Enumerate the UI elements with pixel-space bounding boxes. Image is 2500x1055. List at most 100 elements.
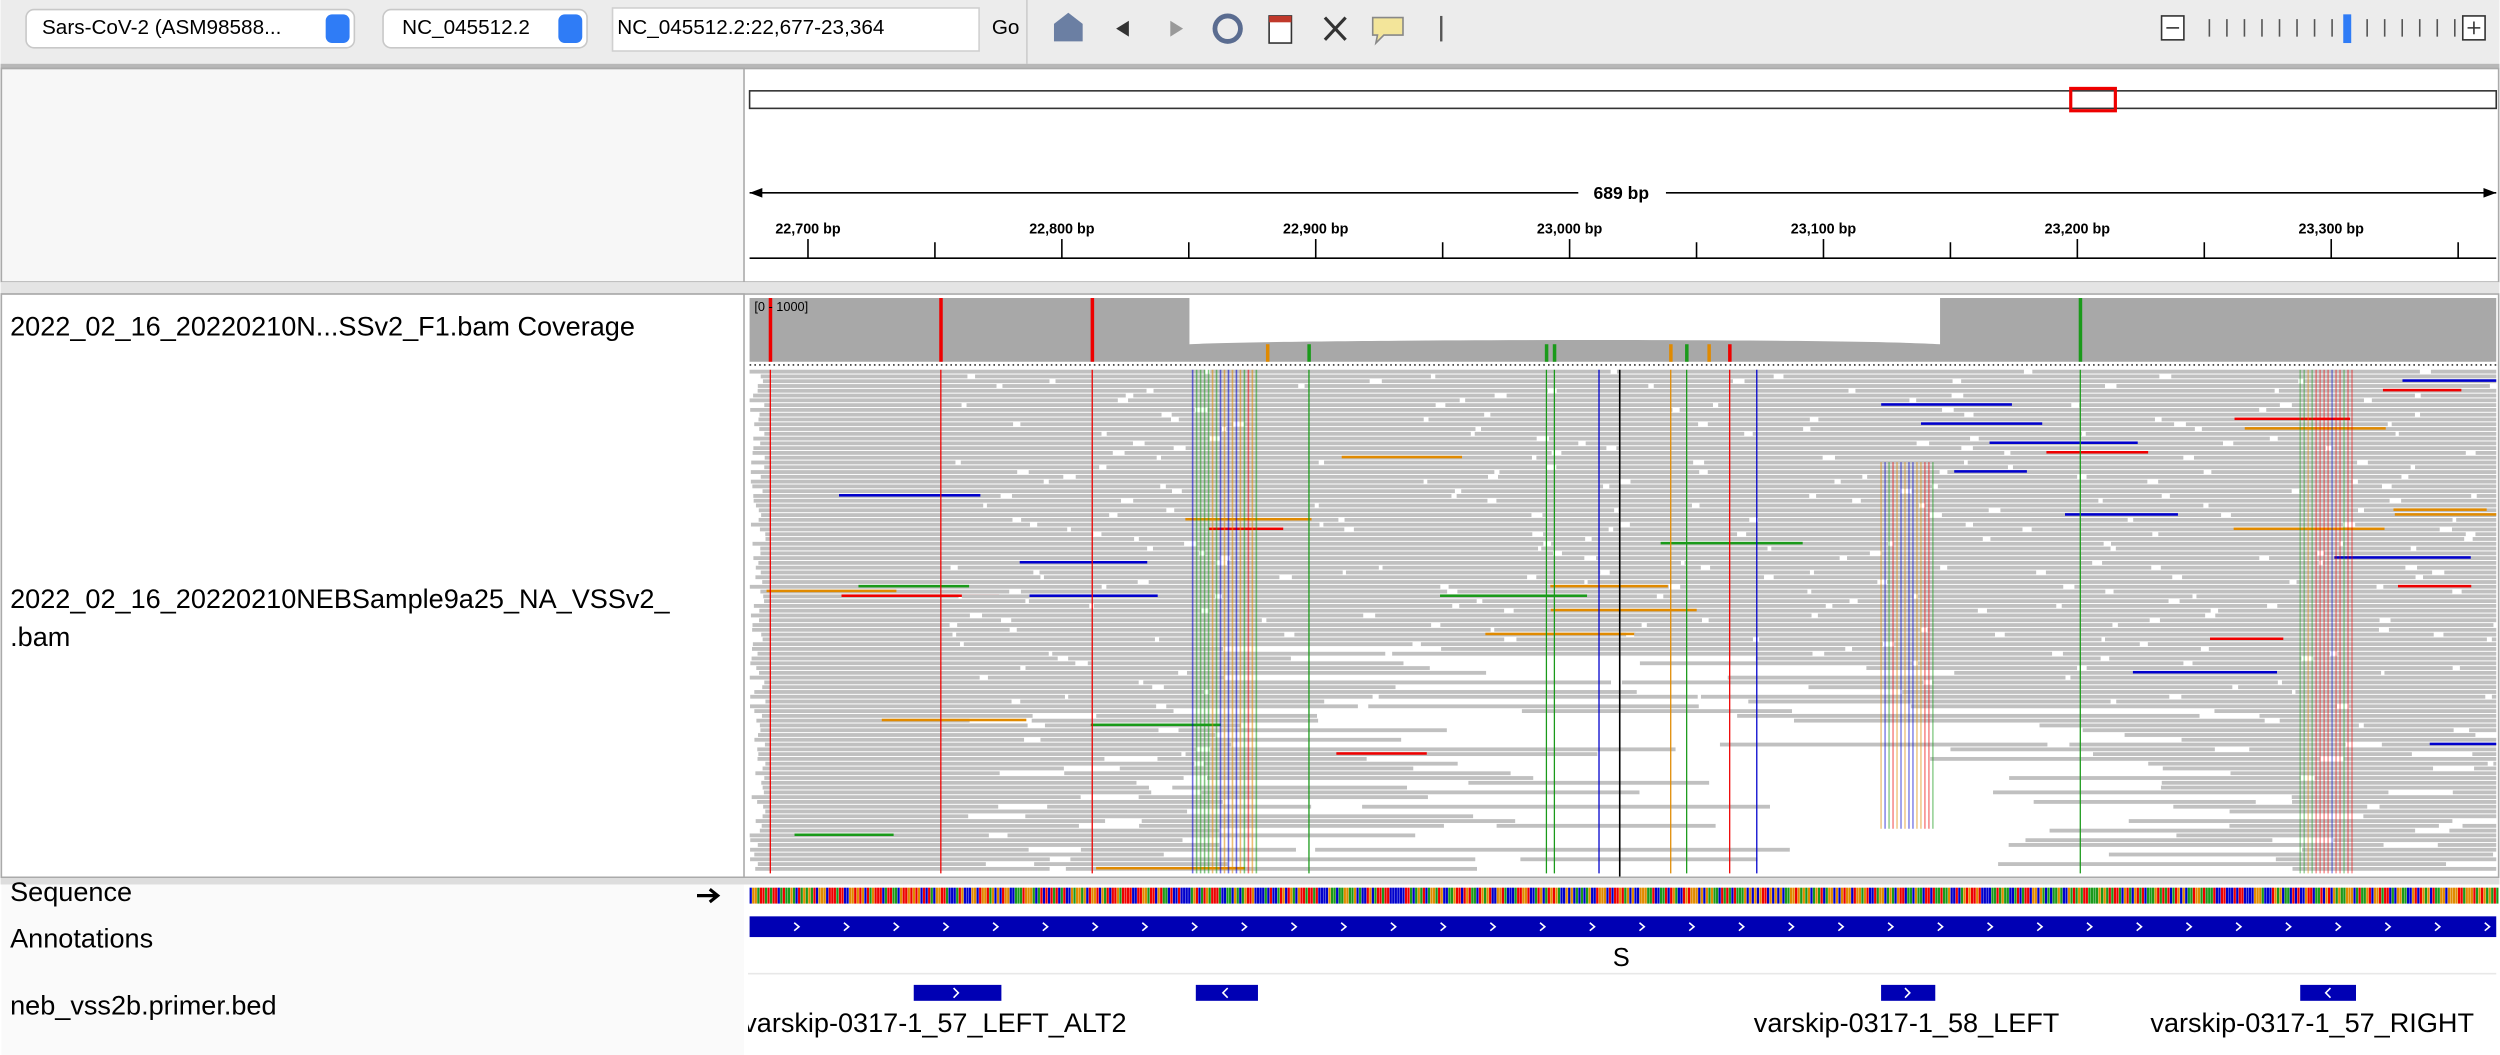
base xyxy=(1065,887,1069,904)
read xyxy=(2303,379,2497,384)
base xyxy=(1002,887,1005,904)
read xyxy=(1937,484,2382,489)
base xyxy=(2172,887,2175,904)
read xyxy=(1324,460,1694,465)
read xyxy=(1917,594,2193,599)
read xyxy=(1773,575,2173,580)
read xyxy=(1496,823,1716,828)
base xyxy=(2243,887,2247,904)
read-mismatch-run xyxy=(2393,508,2487,511)
read xyxy=(758,618,1002,623)
base xyxy=(1700,887,1703,904)
base xyxy=(1037,887,1040,904)
popup-icon[interactable] xyxy=(1371,16,1404,46)
resize-icon[interactable] xyxy=(1323,16,1347,41)
base xyxy=(1359,887,1362,904)
base xyxy=(2052,887,2055,904)
read xyxy=(1893,541,2104,546)
base xyxy=(1440,887,1443,904)
base xyxy=(1797,887,1800,904)
base xyxy=(1608,887,1612,904)
read xyxy=(2102,498,2390,503)
base xyxy=(1471,887,1474,904)
base xyxy=(787,887,791,904)
base xyxy=(2152,887,2155,904)
read xyxy=(1323,522,1621,527)
read xyxy=(750,479,1044,484)
read-mismatch-run xyxy=(794,833,894,837)
read xyxy=(758,517,1013,522)
base xyxy=(2162,887,2165,904)
locus-input[interactable] xyxy=(611,7,980,52)
base xyxy=(1749,887,1752,904)
base xyxy=(2463,887,2466,904)
base xyxy=(1259,887,1262,904)
read xyxy=(1613,527,2023,532)
base xyxy=(1728,887,1731,904)
chromosome-label: NC_045512.2 xyxy=(402,16,530,39)
base xyxy=(999,887,1002,904)
home-icon[interactable] xyxy=(1053,12,1083,42)
base xyxy=(1522,887,1525,904)
read xyxy=(1201,790,1640,795)
base xyxy=(2021,887,2025,904)
base xyxy=(2491,887,2494,904)
base xyxy=(1228,887,1232,904)
base xyxy=(1098,887,1102,904)
base xyxy=(1919,887,1923,904)
read xyxy=(2113,589,2453,594)
strand-arrow[interactable] xyxy=(697,888,721,904)
go-button[interactable]: Go xyxy=(992,16,1020,39)
coverage-track-name: 2022_02_16_20220210N...SSv2_F1.bam Cover… xyxy=(10,310,635,341)
base xyxy=(1891,887,1895,904)
base xyxy=(1369,887,1372,904)
base xyxy=(1282,887,1285,904)
chromosome-dropdown[interactable] xyxy=(382,8,588,49)
base xyxy=(2452,887,2456,904)
read xyxy=(1679,407,1943,412)
zoom-slider[interactable] xyxy=(2208,14,2456,44)
base xyxy=(836,887,839,904)
base xyxy=(2312,887,2315,904)
base xyxy=(2409,887,2412,904)
read xyxy=(1165,484,1604,489)
base xyxy=(996,887,1000,904)
ruler-tick-label: 23,000 bp xyxy=(1537,221,1603,237)
base xyxy=(1152,887,1155,904)
base xyxy=(1904,887,1907,904)
base xyxy=(1815,887,1818,904)
chevron xyxy=(1241,922,1248,932)
read xyxy=(1816,494,2162,498)
base xyxy=(1759,887,1762,904)
genome-dropdown[interactable] xyxy=(25,8,356,49)
base xyxy=(1384,887,1387,904)
base xyxy=(1578,887,1581,904)
base xyxy=(1976,887,1979,904)
read xyxy=(1207,407,1673,412)
base xyxy=(2131,887,2134,904)
chevron xyxy=(2235,922,2243,932)
base xyxy=(2287,887,2290,904)
read xyxy=(759,608,1202,613)
base xyxy=(1504,887,1507,904)
base xyxy=(2488,887,2491,904)
read xyxy=(2475,451,2497,455)
read xyxy=(1496,498,1853,503)
coverage-mismatch xyxy=(1685,344,1689,362)
base xyxy=(1965,887,1969,904)
read xyxy=(2423,575,2497,580)
base xyxy=(1399,887,1403,904)
back-icon[interactable] xyxy=(1116,20,1129,37)
base xyxy=(1754,887,1757,904)
chevron xyxy=(2335,922,2342,932)
read xyxy=(2443,632,2497,637)
base xyxy=(1636,887,1640,904)
refresh-icon[interactable] xyxy=(1212,13,1243,44)
base xyxy=(1593,887,1596,904)
read xyxy=(2472,537,2497,541)
base xyxy=(2180,887,2183,904)
forward-icon[interactable] xyxy=(1170,20,1184,37)
base xyxy=(2146,887,2150,904)
base xyxy=(757,887,760,904)
read xyxy=(2012,465,2411,470)
